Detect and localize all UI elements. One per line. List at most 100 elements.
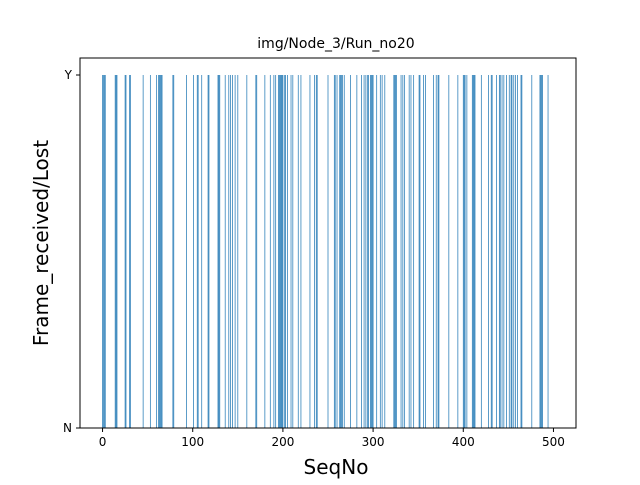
bar-seqno-65 xyxy=(160,75,162,428)
bar-seqno-237 xyxy=(315,75,317,428)
bar-seqno-299 xyxy=(371,75,373,428)
bar-seqno-340 xyxy=(408,75,410,428)
bar-seqno-358 xyxy=(425,75,426,428)
bar-seqno-310 xyxy=(381,75,383,428)
bar-seqno-458 xyxy=(515,75,516,428)
bar-seqno-494 xyxy=(547,75,549,428)
bar-seqno-333 xyxy=(402,75,404,428)
bar-seqno-441 xyxy=(499,75,501,428)
bar-seqno-372 xyxy=(437,75,439,428)
bar-seqno-171 xyxy=(256,75,258,428)
bar-seqno-160 xyxy=(246,75,248,428)
bar-seqno-295 xyxy=(368,75,369,428)
bar-seqno-453 xyxy=(510,75,512,428)
bar-seqno-31 xyxy=(130,75,131,428)
bar-seqno-411 xyxy=(472,75,474,428)
y-axis-label: Frame_received/Lost xyxy=(29,140,53,346)
bar-seqno-268 xyxy=(343,75,345,428)
bar-seqno-486 xyxy=(540,75,542,428)
bar-seqno-300 xyxy=(372,75,374,428)
bar-seqno-186 xyxy=(269,75,271,428)
bar-seqno-195 xyxy=(278,75,279,428)
bar-seqno-192 xyxy=(275,75,277,428)
bar-seqno-460 xyxy=(517,75,518,428)
bar-seqno-437 xyxy=(496,75,497,428)
bar-seqno-394 xyxy=(457,75,459,428)
bar-seqno-443 xyxy=(501,75,503,428)
bar-seqno-136 xyxy=(224,75,226,428)
bar-seqno-342 xyxy=(410,75,412,428)
bar-seqno-324 xyxy=(394,75,396,428)
bar-seqno-118 xyxy=(208,75,210,428)
bar-seqno-264 xyxy=(340,75,341,428)
bar-seqno-106 xyxy=(197,75,199,428)
bar-seqno-440 xyxy=(498,75,500,428)
bar-seqno-402 xyxy=(464,75,466,428)
bar-seqno-487 xyxy=(541,75,543,428)
bar-seqno-401 xyxy=(463,75,465,428)
bar-seqno-297 xyxy=(370,75,371,428)
bar-seqno-263 xyxy=(339,75,341,428)
bar-seqno-199 xyxy=(281,75,283,428)
bar-seqno-202 xyxy=(284,75,286,428)
bar-seqno-476 xyxy=(531,75,533,428)
bar-seqno-404 xyxy=(466,75,468,428)
bar-seqno-292 xyxy=(365,75,367,428)
bar-seqno-448 xyxy=(506,75,507,428)
bar-seqno-196 xyxy=(278,75,280,428)
x-tick-label: 300 xyxy=(362,435,385,449)
bar-seqno-66 xyxy=(161,75,163,428)
bar-seqno-209 xyxy=(290,75,292,428)
bar-seqno-370 xyxy=(435,75,437,428)
bar-seqno-60 xyxy=(156,75,158,428)
bar-seqno-356 xyxy=(423,75,424,428)
bar-seqno-45 xyxy=(142,75,144,428)
bar-seqno-1 xyxy=(103,75,104,428)
bar-seqno-79 xyxy=(173,75,175,428)
bar-seqno-265 xyxy=(341,75,342,428)
x-tick-label: 0 xyxy=(99,435,107,449)
bar-seqno-275 xyxy=(350,75,351,428)
bar-seqno-78 xyxy=(172,75,174,428)
bar-seqno-203 xyxy=(285,75,286,428)
bar-seqno-367 xyxy=(433,75,434,428)
bar-seqno-373 xyxy=(438,75,440,428)
bar-seqno-420 xyxy=(480,75,482,428)
bar-seqno-190 xyxy=(273,75,275,428)
bar-seqno-220 xyxy=(300,75,302,428)
bar-seqno-180 xyxy=(264,75,266,428)
bar-seqno-62 xyxy=(158,75,159,428)
bar-seqno-2 xyxy=(103,75,105,428)
bar-seqno-400 xyxy=(462,75,464,428)
bar-seqno-110 xyxy=(201,75,203,428)
x-tick-label: 100 xyxy=(181,435,204,449)
bar-seqno-290 xyxy=(363,75,365,428)
bar-seqno-488 xyxy=(542,75,543,428)
bar-seqno-451 xyxy=(508,75,510,428)
bar-seqno-432 xyxy=(491,75,493,428)
bar-seqno-25 xyxy=(124,75,126,428)
bar-seqno-410 xyxy=(471,75,473,428)
bar-seqno-211 xyxy=(292,75,294,428)
bar-seqno-454 xyxy=(511,75,513,428)
bar-seqno-198 xyxy=(280,75,282,428)
bar-seqno-282 xyxy=(356,75,358,428)
bar-seqno-200 xyxy=(282,75,284,428)
bar-seqno-230 xyxy=(309,75,311,428)
bar-seqno-384 xyxy=(448,75,450,428)
bar-seqno-485 xyxy=(539,75,541,428)
bar-seqno-147 xyxy=(234,75,236,428)
bar-seqno-431 xyxy=(490,75,492,428)
bar-seqno-238 xyxy=(316,75,318,428)
bar-seqno-308 xyxy=(379,75,381,428)
bar-seqno-0 xyxy=(102,75,103,428)
bar-seqno-3 xyxy=(104,75,106,428)
bar-seqno-266 xyxy=(342,75,343,428)
plot-frame xyxy=(79,57,577,429)
bar-seqno-14 xyxy=(114,75,116,428)
bar-seqno-298 xyxy=(370,75,372,428)
x-tick-label: 500 xyxy=(542,435,565,449)
